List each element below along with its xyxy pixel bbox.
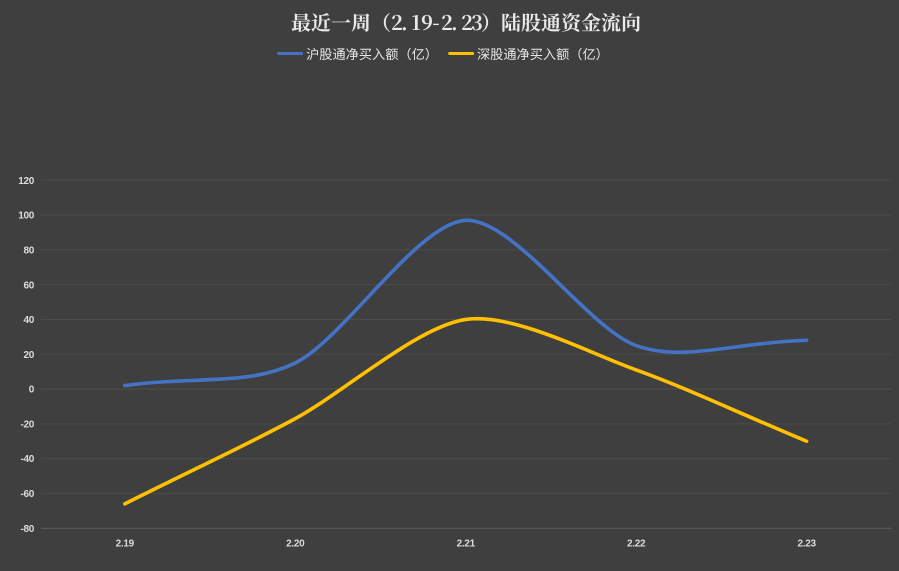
x-tick-label: 2.22 (627, 539, 646, 550)
legend-label: 沪股通净买入额（亿） (306, 44, 438, 63)
y-tick-label: -60 (20, 489, 34, 500)
x-tick-label: 2.21 (457, 539, 476, 550)
y-tick-label: -20 (20, 419, 34, 430)
y-tick-label: -80 (20, 524, 34, 535)
y-axis-labels: -80 -60 -40 -20 0 20 40 60 80 100 120 (18, 176, 35, 535)
series-line-shengutong (123, 316, 809, 506)
y-tick-label: 120 (18, 176, 35, 187)
y-tick-label: -40 (20, 454, 34, 465)
chart-title: 最近一周（2. 19-2. 23）陆股通资金流向 (291, 7, 641, 36)
y-tick-label: 100 (18, 211, 35, 222)
y-tick-label: 0 (29, 385, 35, 396)
x-tick-label: 2.19 (116, 539, 135, 550)
x-tick-label: 2.20 (286, 539, 305, 550)
legend-label: 深股通净买入额（亿） (477, 44, 609, 63)
legend-line-swatch-blue (277, 51, 304, 56)
y-tick-label: 20 (23, 350, 34, 361)
y-tick-label: 60 (23, 280, 34, 291)
x-tick-label: 2.23 (797, 539, 816, 550)
series-line-hugutong (123, 218, 809, 388)
legend-item-hugutong: 沪股通净买入额（亿） (277, 44, 438, 63)
legend-line-swatch-yellow (448, 51, 474, 56)
x-axis-labels: 2.19 2.20 2.21 2.22 2.23 (116, 539, 817, 550)
legend: 沪股通净买入额（亿） 深股通净买入额（亿） (277, 44, 609, 63)
legend-item-shengutong: 深股通净买入额（亿） (448, 44, 609, 63)
y-tick-label: 80 (23, 245, 34, 256)
gridlines (41, 179, 892, 529)
y-tick-label: 40 (23, 315, 34, 326)
